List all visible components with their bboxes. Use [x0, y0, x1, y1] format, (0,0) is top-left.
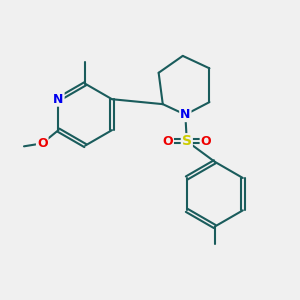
Text: O: O [37, 137, 48, 150]
Text: N: N [180, 108, 190, 121]
Text: S: S [182, 134, 192, 148]
Text: O: O [162, 135, 173, 148]
Text: N: N [53, 93, 64, 106]
Text: O: O [201, 135, 211, 148]
